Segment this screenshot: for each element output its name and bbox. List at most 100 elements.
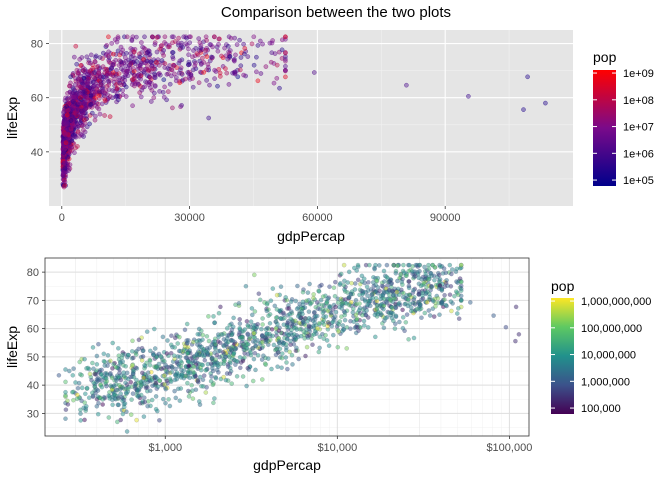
- top-data-point: [71, 54, 77, 60]
- bottom-data-point: [232, 346, 238, 352]
- top-data-point: [96, 70, 102, 76]
- bottom-data-point: [397, 319, 402, 325]
- top-data-point: [194, 51, 200, 56]
- bottom-data-point: [306, 309, 312, 315]
- bottom-data-point: [295, 313, 301, 319]
- bottom-data-point: [389, 305, 395, 310]
- top-data-point: [177, 58, 183, 64]
- top-data-point: [184, 43, 190, 48]
- top-data-point: [234, 42, 240, 47]
- bottom-data-point: [367, 303, 373, 309]
- bottom-data-point: [342, 312, 348, 318]
- bottom-data-point: [117, 370, 122, 376]
- bottom-data-point: [172, 345, 177, 350]
- bottom-data-point: [237, 354, 243, 360]
- top-y-tick-label: 40: [31, 147, 43, 159]
- bottom-data-point: [288, 330, 294, 336]
- bottom-data-point: [411, 335, 417, 341]
- bottom-data-point: [190, 396, 196, 401]
- bottom-y-tick-label: 70: [27, 295, 39, 307]
- top-data-point: [139, 50, 145, 55]
- top-data-point: [116, 77, 122, 83]
- top-data-point: [204, 54, 210, 59]
- top-data-point: [117, 80, 123, 86]
- bottom-data-point: [175, 341, 180, 346]
- bottom-data-point: [200, 377, 206, 383]
- bottom-data-point: [392, 326, 398, 331]
- bottom-data-point: [158, 366, 164, 372]
- top-data-point: [164, 71, 170, 77]
- bottom-data-point: [352, 287, 358, 292]
- top-data-point: [157, 89, 162, 94]
- bottom-data-point: [230, 324, 236, 330]
- top-data-point: [271, 80, 277, 86]
- bottom-data-point: [357, 292, 362, 298]
- bottom-data-point: [432, 277, 437, 283]
- bottom-data-point: [436, 272, 442, 278]
- bottom-data-point: [336, 322, 342, 327]
- top-data-point: [82, 79, 88, 84]
- bottom-data-point: [116, 345, 121, 351]
- bottom-data-point: [265, 325, 270, 331]
- bottom-data-point: [250, 378, 256, 384]
- top-data-point: [66, 97, 72, 103]
- top-data-point: [88, 101, 94, 107]
- bottom-data-point: [237, 316, 242, 322]
- bottom-data-point: [178, 375, 184, 380]
- bottom-data-point: [415, 271, 421, 277]
- bottom-data-point: [259, 357, 265, 362]
- bottom-data-point: [275, 364, 280, 370]
- bottom-data-point: [442, 292, 447, 298]
- bottom-data-point: [123, 380, 128, 386]
- bottom-data-point: [195, 331, 201, 337]
- top-data-point: [73, 43, 79, 49]
- bottom-data-point: [503, 324, 509, 330]
- top-data-point: [125, 73, 131, 79]
- bottom-data-point: [129, 363, 135, 368]
- top-data-point: [152, 84, 158, 89]
- top-data-point: [543, 100, 548, 106]
- top-data-point: [279, 47, 285, 53]
- bottom-data-point: [373, 289, 378, 295]
- bottom-data-point: [207, 345, 213, 350]
- top-data-point: [61, 184, 67, 190]
- bottom-data-point: [259, 333, 265, 339]
- top-data-point: [198, 43, 204, 48]
- bottom-data-point: [128, 374, 133, 380]
- bottom-data-point: [313, 304, 319, 310]
- bottom-data-point: [162, 382, 167, 387]
- bottom-data-point: [351, 319, 357, 325]
- top-data-point: [149, 65, 155, 71]
- bottom-data-point: [212, 339, 217, 344]
- bottom-data-point: [372, 266, 377, 272]
- bottom-data-point: [245, 332, 251, 337]
- bottom-data-point: [194, 338, 200, 344]
- bottom-data-point: [165, 369, 171, 375]
- bottom-data-point: [384, 262, 390, 268]
- bottom-data-point: [422, 310, 428, 316]
- bottom-data-point: [116, 402, 121, 408]
- top-data-point: [102, 98, 108, 103]
- bottom-data-point: [304, 344, 310, 350]
- bottom-data-point: [364, 284, 370, 290]
- bottom-data-point: [129, 348, 135, 354]
- bottom-data-point: [388, 281, 394, 287]
- bottom-data-point: [177, 398, 183, 404]
- bottom-data-point: [130, 355, 136, 361]
- bottom-data-point: [300, 311, 305, 317]
- top-data-point: [177, 80, 183, 86]
- bottom-legend-colorbar: [551, 298, 574, 414]
- bottom-data-point: [125, 386, 131, 392]
- bottom-data-point: [300, 289, 306, 295]
- bottom-data-point: [327, 305, 333, 310]
- bottom-data-point: [186, 394, 192, 399]
- top-data-point: [137, 63, 143, 69]
- bottom-data-point: [200, 337, 205, 343]
- top-data-point: [79, 55, 85, 60]
- top-data-point: [75, 125, 80, 130]
- top-data-point: [178, 67, 183, 73]
- bottom-data-point: [249, 306, 255, 311]
- bottom-data-point: [198, 365, 203, 370]
- top-plot-panel: 40 60 80 0 30000 60000 90000 gdpPercap lifeEx…: [4, 30, 573, 244]
- bottom-data-point: [373, 295, 379, 301]
